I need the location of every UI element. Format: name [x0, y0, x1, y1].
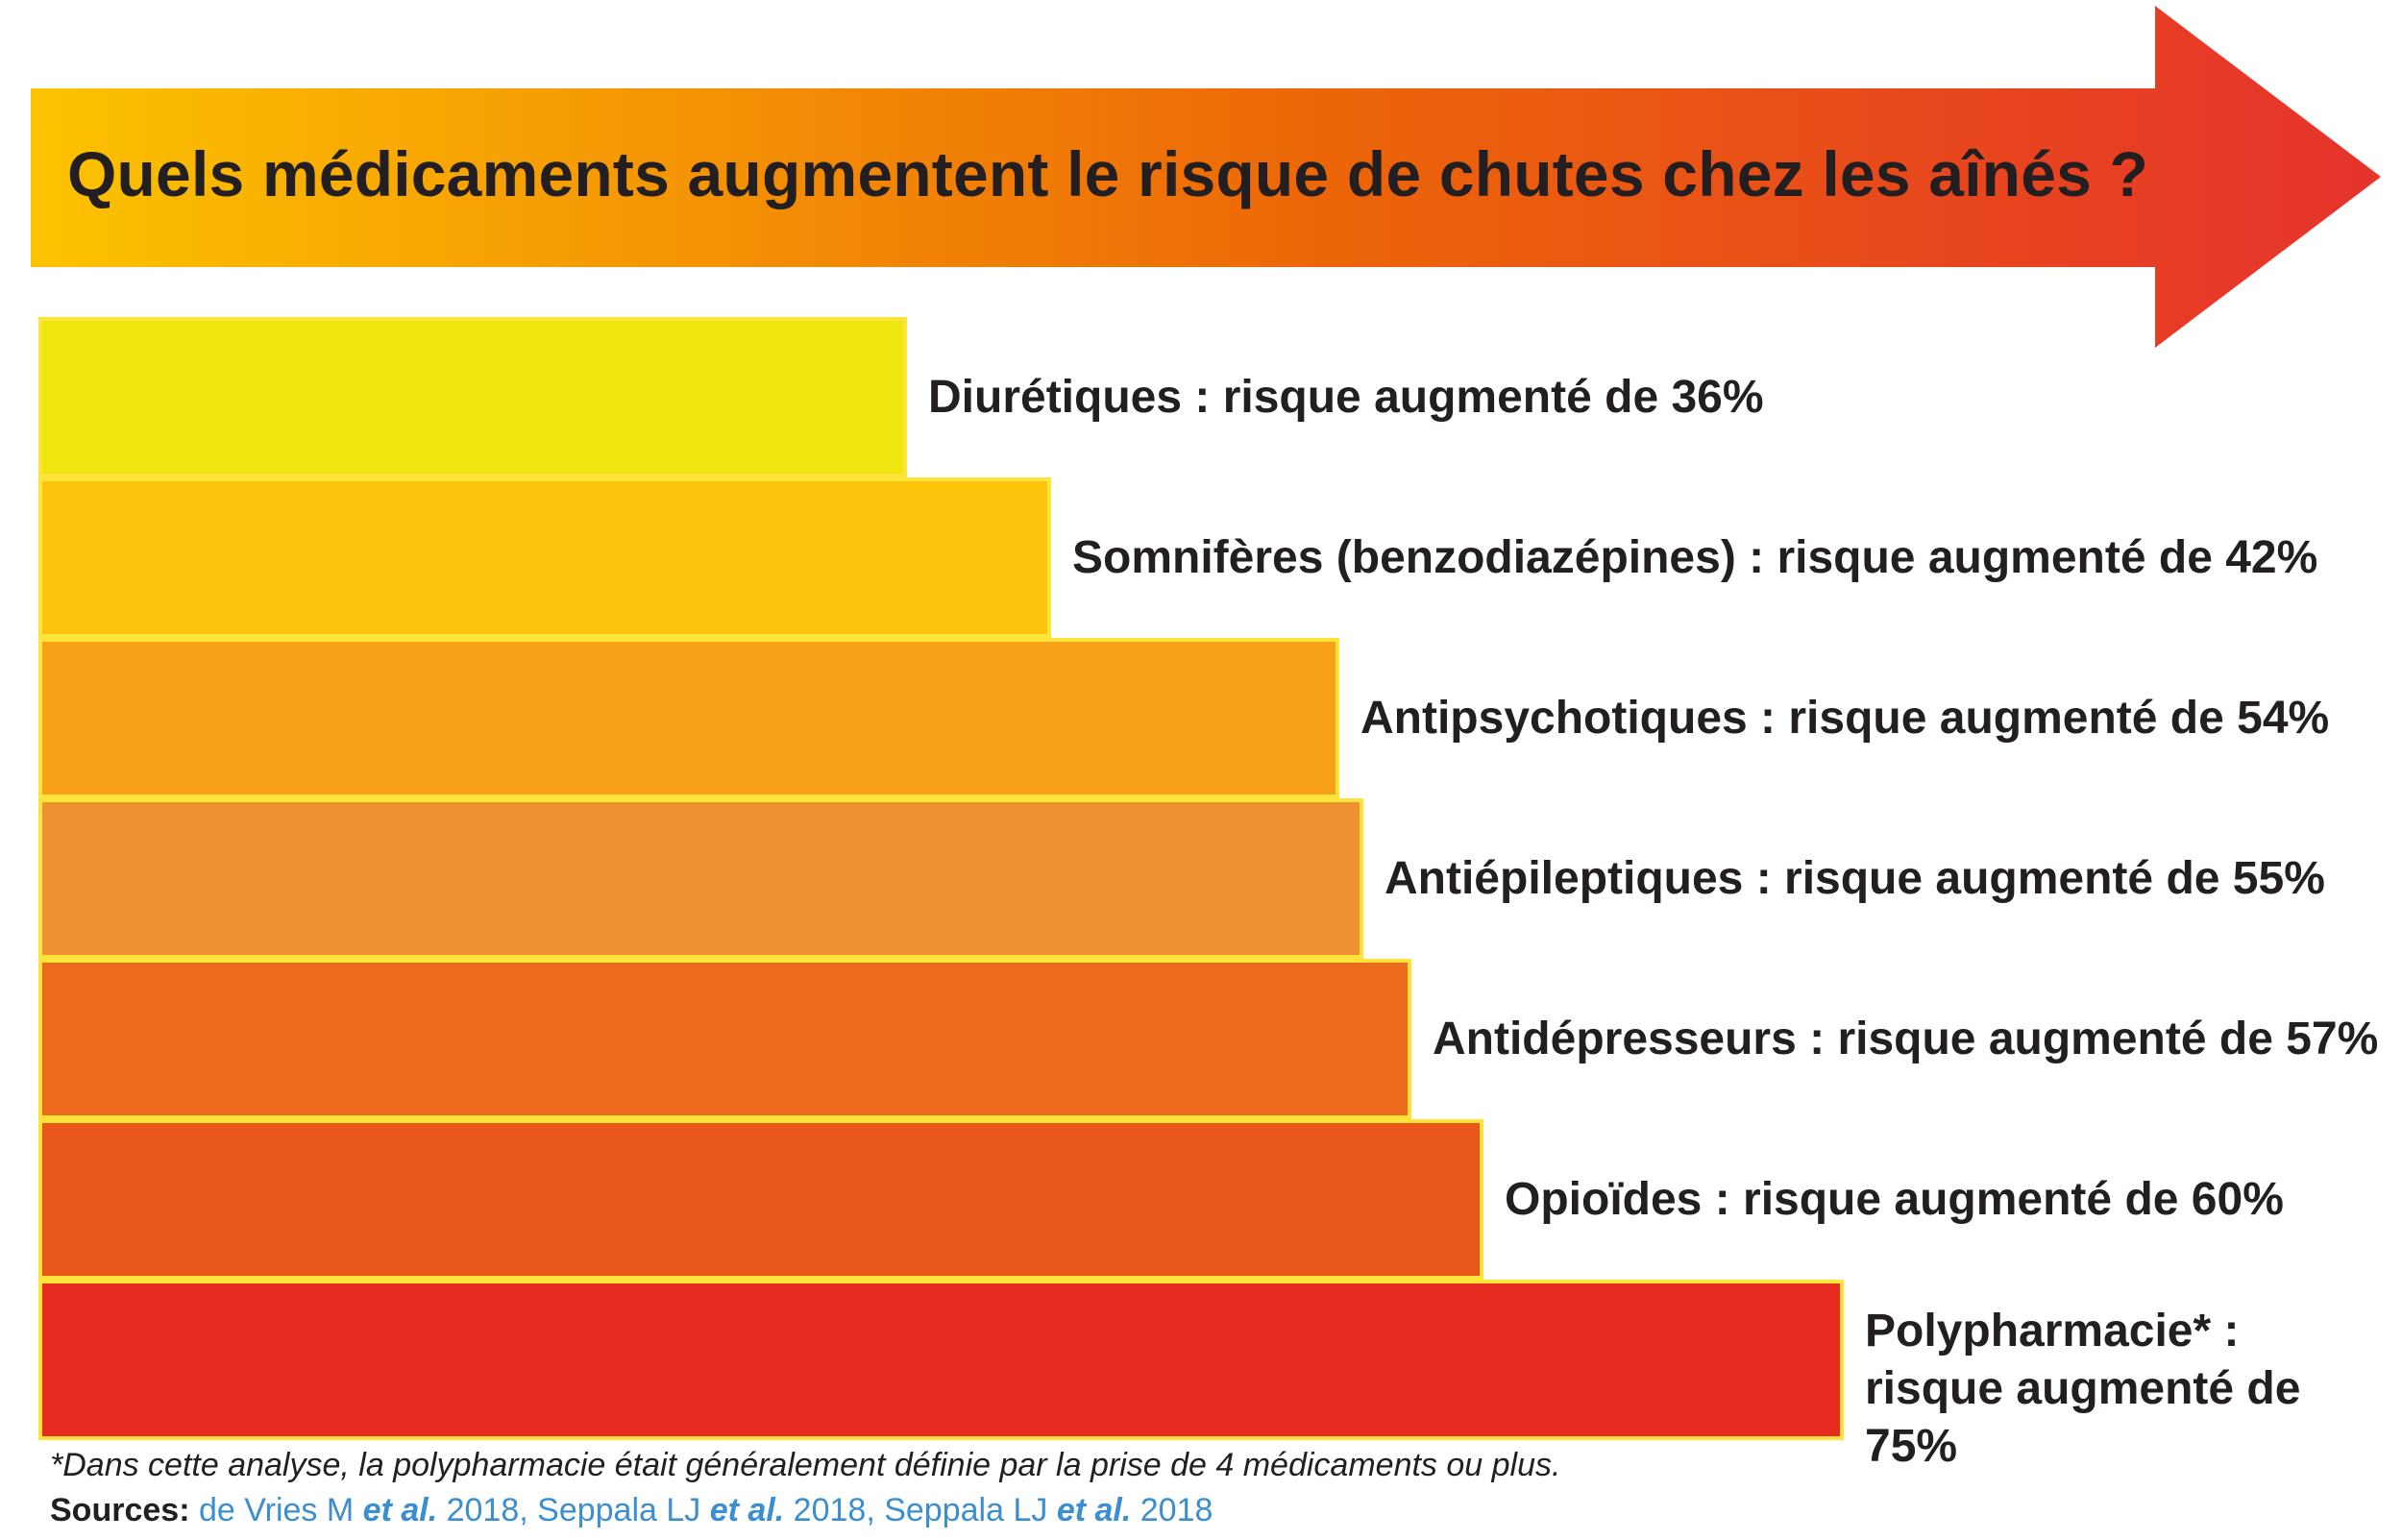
source-item-3[interactable]: Seppala LJ et al. 2018: [884, 1492, 1213, 1528]
footnote: *Dans cette analyse, la polypharmacie ét…: [50, 1447, 1561, 1483]
bar-label-4: Antiépileptiques : risque augmenté de 55…: [1385, 852, 2325, 904]
sources-separator: :: [179, 1492, 199, 1528]
source-item-2[interactable]: Seppala LJ et al. 2018: [537, 1492, 867, 1528]
bar-label-5: Antidépresseurs : risque augmenté de 57%: [1433, 1013, 2379, 1064]
bar-label-6: Opioïdes : risque augmenté de 60%: [1505, 1173, 2284, 1225]
bar-label-3: Antipsychotiques : risque augmenté de 54…: [1360, 692, 2330, 744]
bar-3: [38, 638, 1339, 798]
arrow-shape: [31, 6, 2381, 348]
bar-2: [38, 477, 1051, 638]
bar-6: [38, 1119, 1483, 1280]
bar-label-7: Polypharmacie* : risque augmenté de 75%: [1865, 1306, 2301, 1472]
page-title: Quels médicaments augmentent le risque d…: [67, 138, 2149, 209]
bar-label-2: Somnifères (benzodiazépines) : risque au…: [1072, 531, 2318, 583]
bar-label-1: Diurétiques : risque augmenté de 36%: [928, 371, 1764, 423]
bar-7: [38, 1280, 1844, 1440]
bar-4: [38, 798, 1363, 959]
sources-line: Sources: de Vries M et al. 2018, Seppala…: [50, 1492, 1213, 1528]
source-item-1[interactable]: de Vries M et al. 2018: [198, 1492, 520, 1528]
bar-5: [38, 959, 1411, 1119]
bar-1: [38, 317, 907, 477]
sources-label: Sources: [50, 1492, 180, 1528]
